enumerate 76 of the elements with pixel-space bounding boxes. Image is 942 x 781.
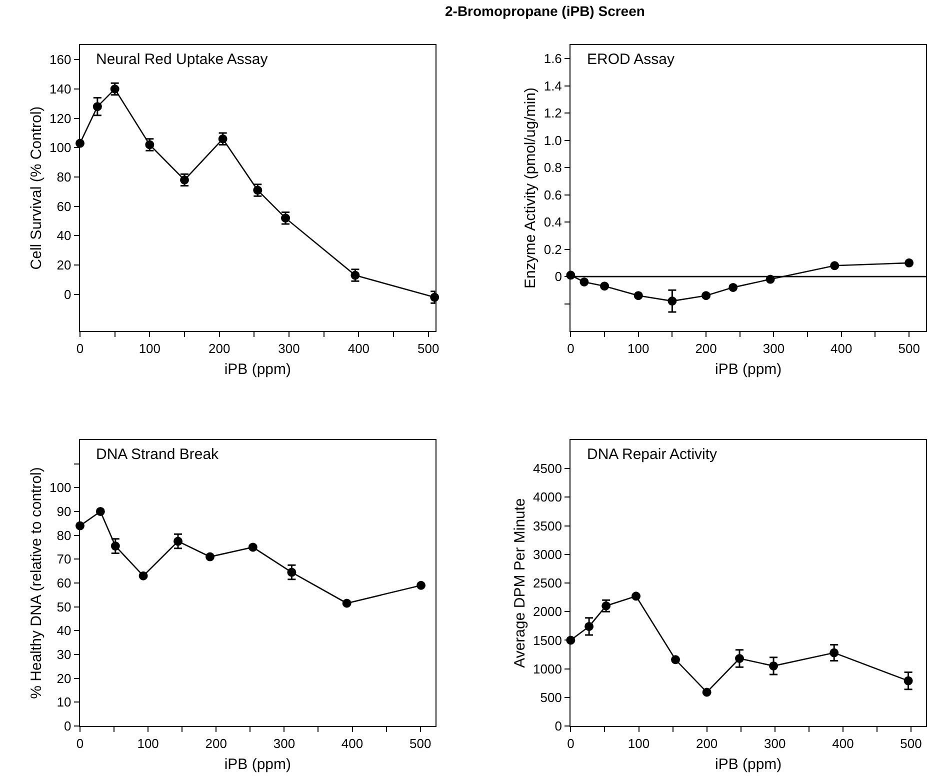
x-axis-title: iPB (ppm) [224,756,292,773]
y-tick-label: 40 [56,228,72,244]
y-axis-title: Average DPM Per Minute [511,498,528,668]
y-tick-label: 500 [540,690,562,705]
y-tick-label: 40 [56,623,72,638]
y-tick-label: 70 [56,552,72,567]
y-tick-label: 1000 [533,661,562,676]
y-tick-label: 3500 [533,518,562,534]
y-tick-label: 100 [50,480,72,496]
x-tick-label: 200 [205,736,227,751]
y-tick-label: 1500 [533,632,562,648]
y-tick-label: 2500 [533,576,562,591]
x-tick-label: 500 [409,736,432,751]
chart-title: Neural Red Uptake Assay [96,51,268,68]
chart-title: DNA Repair Activity [587,446,718,463]
y-tick-label: 1.6 [544,51,562,66]
x-tick-label: 0 [567,736,574,751]
y-axis-title: Cell Survival (% Control) [28,106,45,270]
x-axis-title: iPB (ppm) [224,360,292,378]
x-tick-label: 100 [628,736,650,751]
y-tick-label: 30 [56,647,72,662]
y-tick-label: 3000 [533,546,562,562]
x-tick-label: 400 [832,736,854,751]
y-tick-label: 0.2 [544,242,562,257]
y-tick-label: 20 [56,258,72,273]
x-tick-label: 300 [762,340,785,356]
chart-title: DNA Strand Break [96,446,220,463]
x-tick-label: 400 [348,340,370,356]
y-tick-label: 1.2 [544,106,562,121]
chart-title: EROD Assay [587,51,676,68]
y-axis-title: % Healthy DNA (relative to control) [28,467,45,699]
y-tick-label: 0.6 [544,187,562,202]
y-tick-label: 60 [56,198,72,214]
y-tick-label: 0.4 [544,214,562,230]
x-tick-label: 300 [273,736,296,751]
x-tick-label: 500 [898,340,920,356]
x-tick-label: 300 [764,736,786,751]
x-tick-label: 200 [696,736,718,751]
y-tick-label: 10 [56,694,72,710]
x-tick-label: 200 [695,340,717,356]
y-axis-title: Enzyme Activity (pmol/ug/min) [522,88,540,288]
y-tick-label: 0 [554,718,562,734]
y-tick-label: 80 [56,170,72,185]
y-tick-label: 0.8 [544,160,562,176]
x-tick-label: 100 [138,340,161,356]
x-tick-label: 300 [278,340,300,356]
x-tick-label: 400 [830,340,852,356]
y-tick-label: 20 [56,670,72,686]
y-tick-label: 80 [56,528,72,543]
y-tick-label: 160 [50,52,72,68]
x-tick-label: 400 [341,736,364,751]
y-tick-label: 120 [50,110,72,126]
y-tick-label: 0 [64,718,72,734]
x-axis-title: iPB (ppm) [714,756,782,773]
x-tick-label: 0 [76,340,84,356]
y-tick-label: 60 [56,576,72,591]
x-tick-label: 100 [628,340,650,356]
y-tick-label: 4500 [533,461,562,476]
y-tick-label: 100 [50,140,72,156]
y-tick-label: 0 [64,286,72,302]
x-tick-label: 500 [418,340,440,356]
x-tick-label: 0 [567,340,574,356]
y-tick-label: 4000 [533,490,562,505]
y-tick-label: 50 [56,599,72,614]
x-tick-label: 0 [76,736,84,751]
x-axis-title: iPB (ppm) [714,360,782,378]
x-tick-label: 500 [900,736,922,751]
y-tick-label: 90 [56,504,72,520]
y-tick-label: 1.4 [544,78,562,94]
y-tick-label: 1.0 [544,132,562,148]
x-tick-label: 200 [208,340,230,356]
y-tick-label: 2000 [533,604,562,620]
x-tick-label: 100 [137,736,159,751]
y-tick-label: 140 [50,82,72,97]
text: 2-Bromopropane (iPB) Screen [445,3,645,19]
y-tick-label: 0 [554,269,562,284]
